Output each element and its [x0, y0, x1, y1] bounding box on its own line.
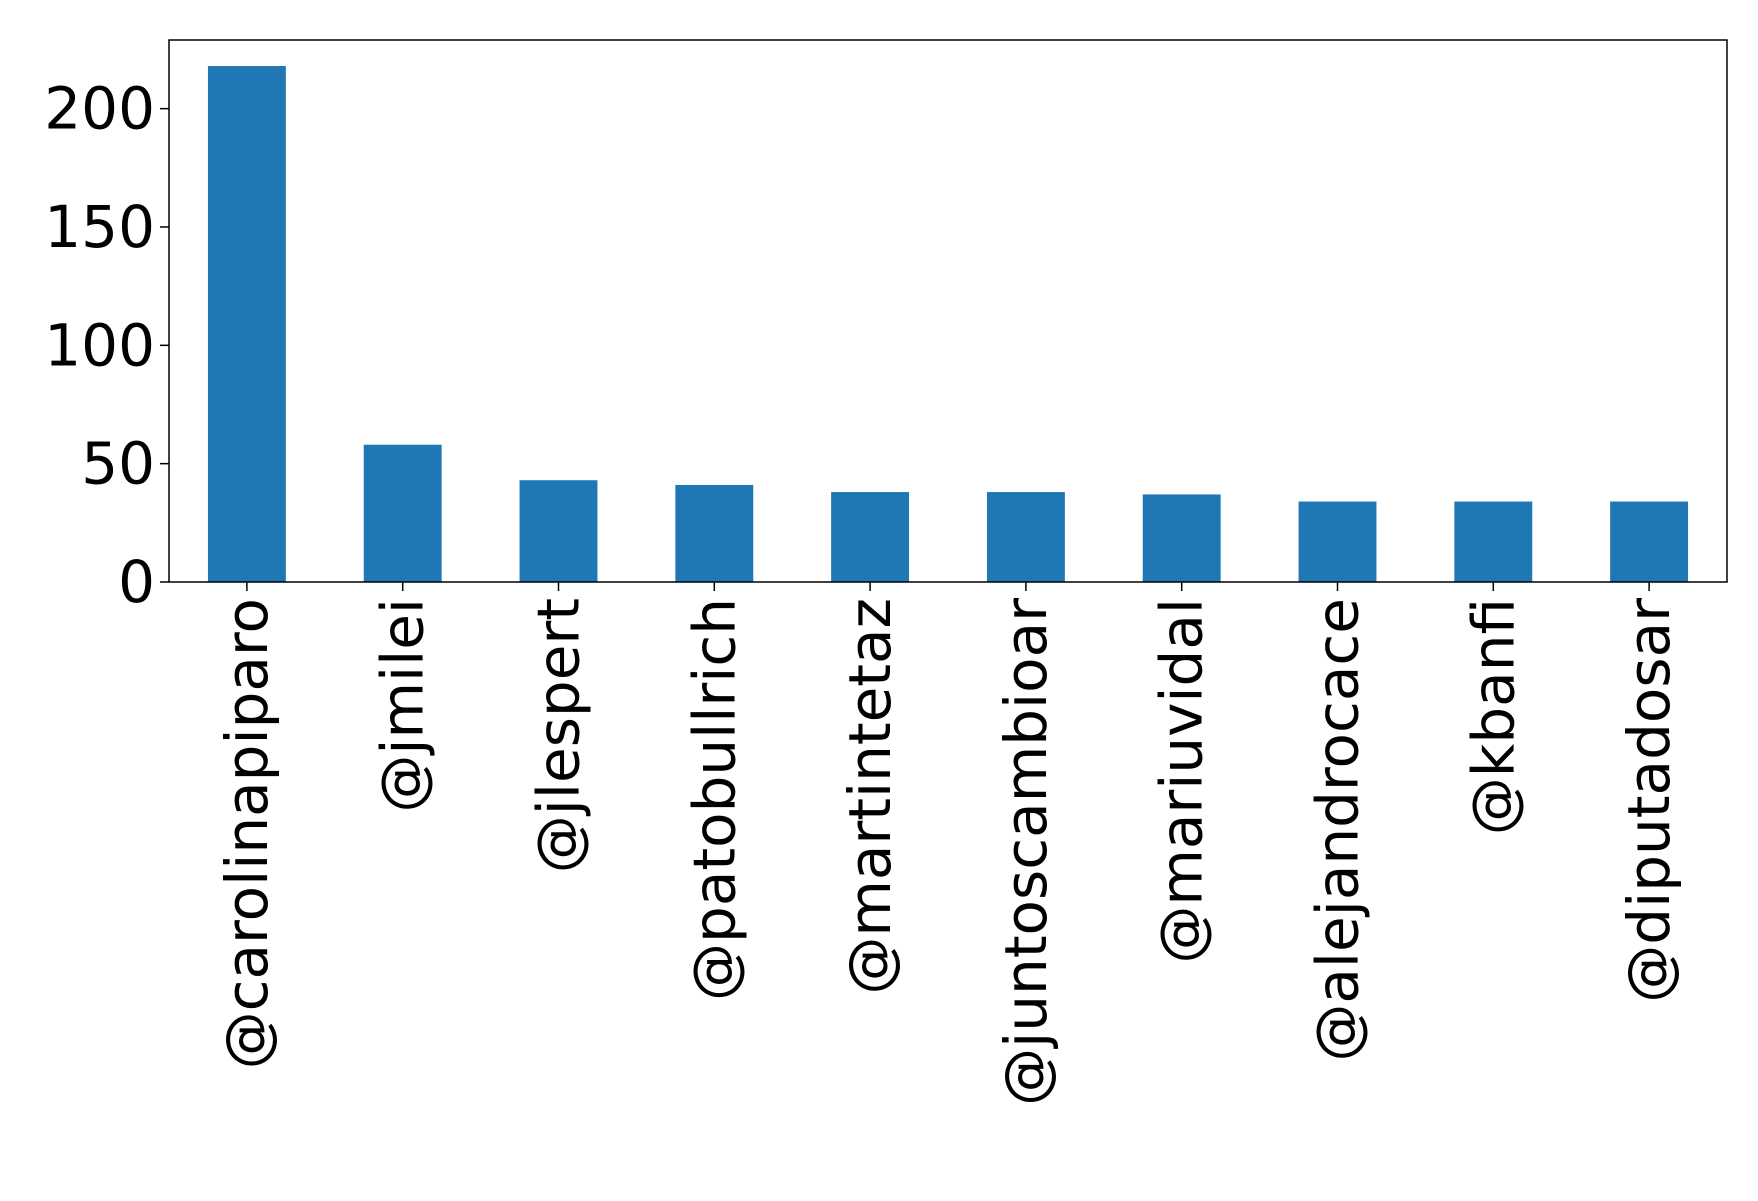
x-tick-label: @juntoscambioar — [992, 598, 1060, 1106]
x-tick-label: @kbanfi — [1459, 598, 1527, 835]
bar-patobullrich — [675, 484, 754, 582]
x-tick-label: @jmilei — [369, 598, 437, 813]
bar-mariuvidal — [1142, 494, 1221, 582]
bar-carolinapiparo — [207, 66, 286, 583]
x-axis: @carolinapiparo @jmilei @jlespert @patobull… — [213, 582, 1683, 1106]
bars-group — [207, 66, 1689, 583]
x-tick-label: @patobullrich — [680, 598, 748, 1001]
x-tick-label: @alejandrocace — [1304, 598, 1372, 1062]
y-tick-label: 50 — [81, 430, 155, 498]
bar-martintetaz — [831, 492, 910, 582]
bar-jlespert — [519, 480, 598, 582]
plot-frame — [168, 39, 1728, 583]
x-tick-label: @mariuvidal — [1148, 598, 1216, 964]
y-tick-label: 100 — [44, 311, 155, 379]
bar-diputadosar — [1610, 501, 1689, 582]
y-tick-label: 150 — [44, 193, 155, 261]
x-tick-label: @jlespert — [525, 598, 593, 873]
x-tick-label: @diputadosar — [1615, 598, 1683, 1003]
bar-alejandrocace — [1298, 501, 1377, 582]
y-axis: 0 50 100 150 200 — [44, 75, 169, 616]
bar-kbanfi — [1454, 501, 1533, 582]
x-tick-label: @martintetaz — [836, 598, 904, 995]
bar-juntoscambioar — [986, 492, 1065, 582]
x-tick-label: @carolinapiparo — [213, 598, 281, 1069]
bar-jmilei — [363, 444, 442, 582]
y-tick-label: 200 — [44, 75, 155, 143]
y-tick-label: 0 — [118, 548, 155, 616]
